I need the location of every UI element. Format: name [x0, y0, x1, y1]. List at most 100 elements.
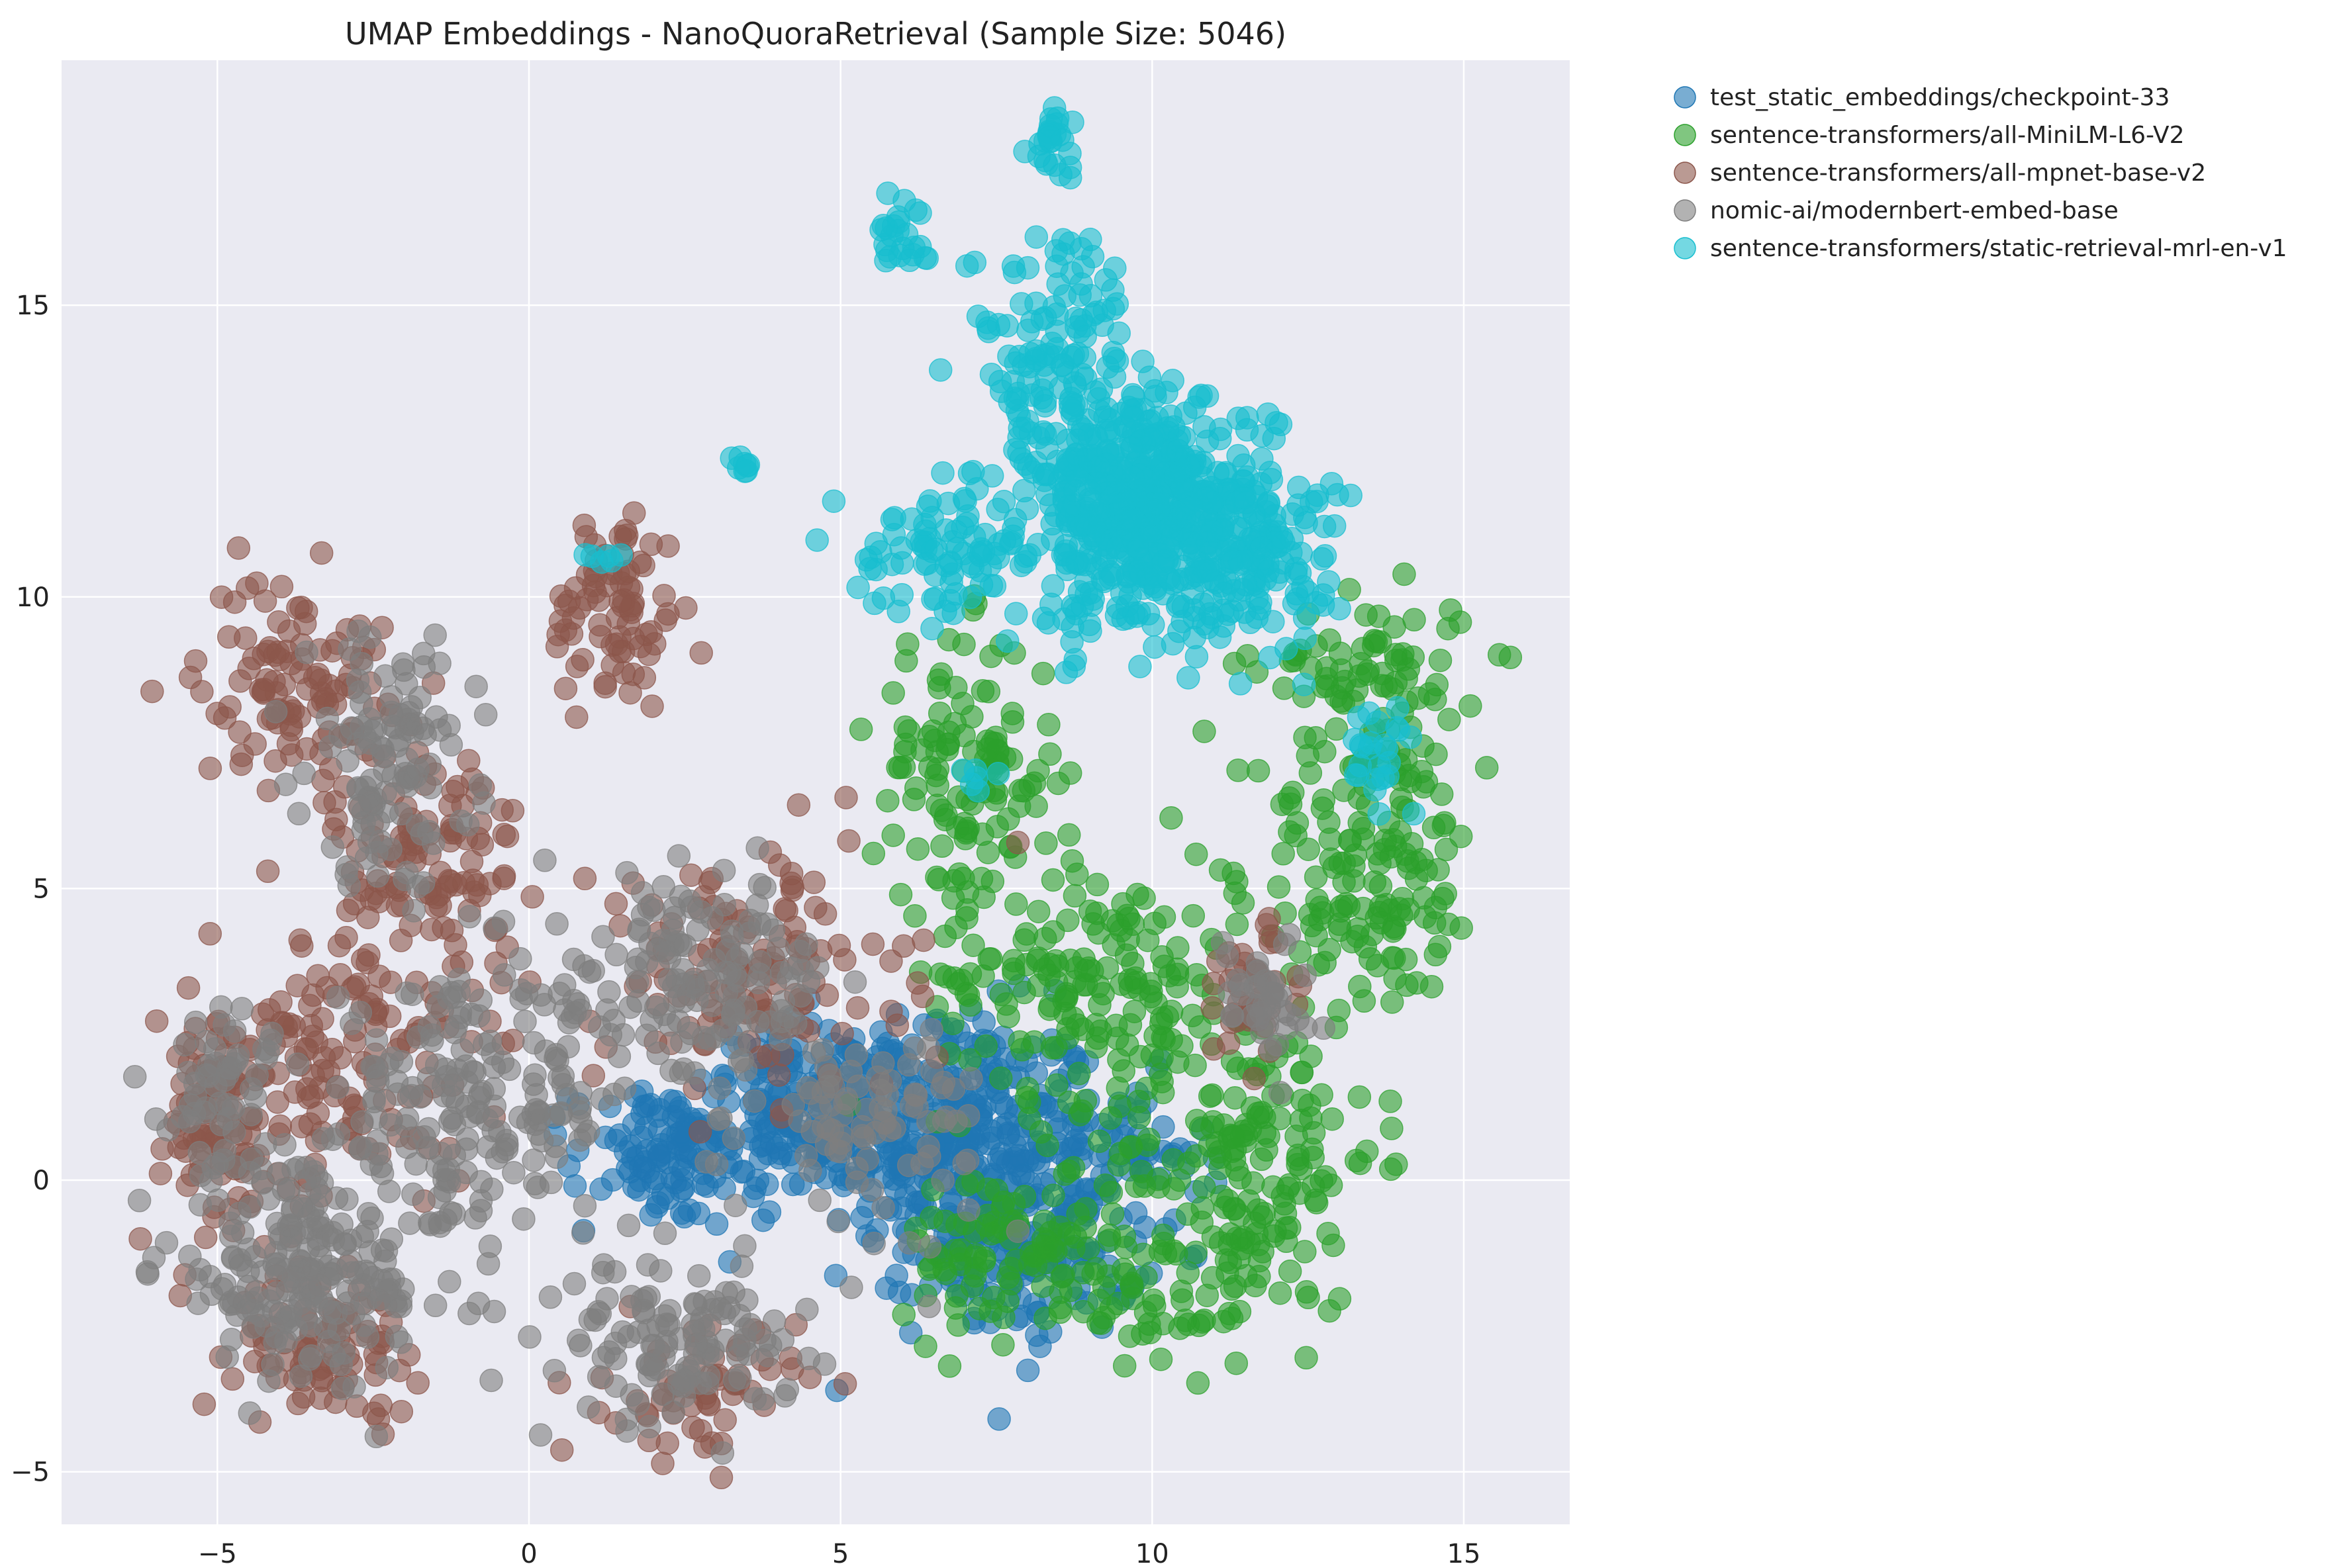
- scatter-point: [1196, 559, 1220, 582]
- scatter-point: [1226, 443, 1250, 468]
- scatter-point: [973, 1246, 996, 1270]
- scatter-point: [1131, 1242, 1155, 1266]
- scatter-point: [905, 1190, 929, 1214]
- scatter-point: [689, 641, 713, 665]
- scatter-point: [1143, 911, 1167, 935]
- scatter-point: [829, 1131, 853, 1155]
- scatter-point: [826, 1209, 850, 1234]
- scatter-point: [710, 1441, 735, 1465]
- scatter-point: [410, 822, 434, 846]
- scatter-point: [920, 1059, 944, 1084]
- scatter-point: [1059, 1278, 1083, 1303]
- scatter-point: [890, 236, 915, 261]
- scatter-point: [332, 1341, 356, 1365]
- scatter-point: [263, 700, 288, 723]
- scatter-point: [858, 557, 882, 580]
- scatter-point: [736, 1342, 760, 1366]
- scatter-point: [769, 960, 794, 985]
- scatter-point: [906, 971, 930, 995]
- scatter-point: [845, 995, 870, 1020]
- scatter-point: [1140, 427, 1164, 451]
- scatter-point: [1257, 907, 1281, 931]
- scatter-point: [679, 1021, 702, 1046]
- scatter-point: [1002, 961, 1026, 986]
- scatter-point: [370, 1238, 395, 1262]
- scatter-point: [375, 1356, 399, 1379]
- chart-title: UMAP Embeddings - NanoQuoraRetrieval (Sa…: [345, 16, 1286, 52]
- scatter-point: [747, 962, 772, 987]
- scatter-point: [529, 983, 553, 1007]
- scatter-point: [1069, 272, 1093, 296]
- scatter-point: [595, 998, 619, 1022]
- scatter-point: [222, 590, 247, 614]
- scatter-point: [538, 1285, 563, 1309]
- scatter-point: [144, 1107, 168, 1131]
- scatter-point: [563, 1174, 587, 1198]
- scatter-point: [974, 1034, 998, 1058]
- scatter-point: [1224, 1351, 1249, 1375]
- scatter-point: [1223, 1085, 1247, 1110]
- scatter-point: [295, 640, 318, 665]
- scatter-point: [1041, 1183, 1065, 1207]
- scatter-point: [265, 1325, 289, 1349]
- scatter-point: [1141, 1288, 1165, 1312]
- scatter-point: [1357, 736, 1382, 760]
- scatter-point: [423, 623, 447, 647]
- scatter-point: [614, 518, 638, 543]
- scatter-point: [1272, 676, 1296, 700]
- scatter-point: [1246, 759, 1270, 783]
- scatter-point: [401, 1182, 425, 1206]
- scatter-point: [586, 1300, 610, 1324]
- scatter-point: [1157, 964, 1182, 988]
- scatter-point: [861, 841, 886, 866]
- scatter-point: [736, 453, 761, 477]
- scatter-point: [1268, 984, 1292, 1007]
- scatter-point: [495, 824, 520, 849]
- scatter-point: [1163, 465, 1187, 489]
- scatter-point: [1186, 1371, 1210, 1395]
- scatter-point: [1425, 672, 1449, 697]
- scatter-point: [320, 835, 345, 859]
- scatter-point: [1210, 518, 1234, 542]
- scatter-point: [256, 859, 280, 884]
- scatter-point: [1251, 547, 1276, 571]
- scatter-point: [1274, 1229, 1298, 1254]
- scatter-point: [326, 1122, 351, 1146]
- scatter-point: [1367, 802, 1391, 826]
- scatter-point: [681, 1313, 704, 1336]
- scatter-point: [1198, 1084, 1222, 1108]
- scatter-point: [1055, 448, 1080, 472]
- scatter-point: [356, 1202, 381, 1226]
- scatter-point: [383, 715, 408, 740]
- scatter-point: [688, 1371, 712, 1395]
- scatter-point: [1449, 824, 1473, 849]
- scatter-point: [195, 1029, 218, 1054]
- scatter-point: [1284, 582, 1309, 606]
- scatter-point: [424, 705, 448, 729]
- scatter-point: [904, 198, 928, 222]
- scatter-point: [1012, 980, 1036, 1005]
- scatter-point: [874, 249, 898, 273]
- scatter-point: [1086, 974, 1111, 999]
- scatter-point: [930, 798, 954, 822]
- scatter-point: [1474, 756, 1499, 780]
- scatter-point: [1327, 998, 1351, 1023]
- scatter-point: [1024, 291, 1048, 316]
- scatter-point: [1338, 829, 1363, 853]
- scatter-point: [1184, 842, 1208, 866]
- scatter-point: [395, 860, 419, 885]
- scatter-point: [526, 1122, 551, 1146]
- scatter-point: [1099, 1296, 1124, 1320]
- scatter-point: [1300, 1137, 1324, 1162]
- scatter-point: [963, 250, 987, 275]
- scatter-point: [190, 680, 214, 704]
- scatter-point: [298, 993, 322, 1017]
- scatter-point: [573, 866, 597, 891]
- scatter-point: [924, 563, 947, 587]
- scatter-point: [616, 1213, 641, 1238]
- scatter-point: [969, 866, 994, 891]
- scatter-point: [1073, 324, 1097, 349]
- scatter-point: [376, 1052, 400, 1077]
- scatter-point: [1096, 355, 1120, 379]
